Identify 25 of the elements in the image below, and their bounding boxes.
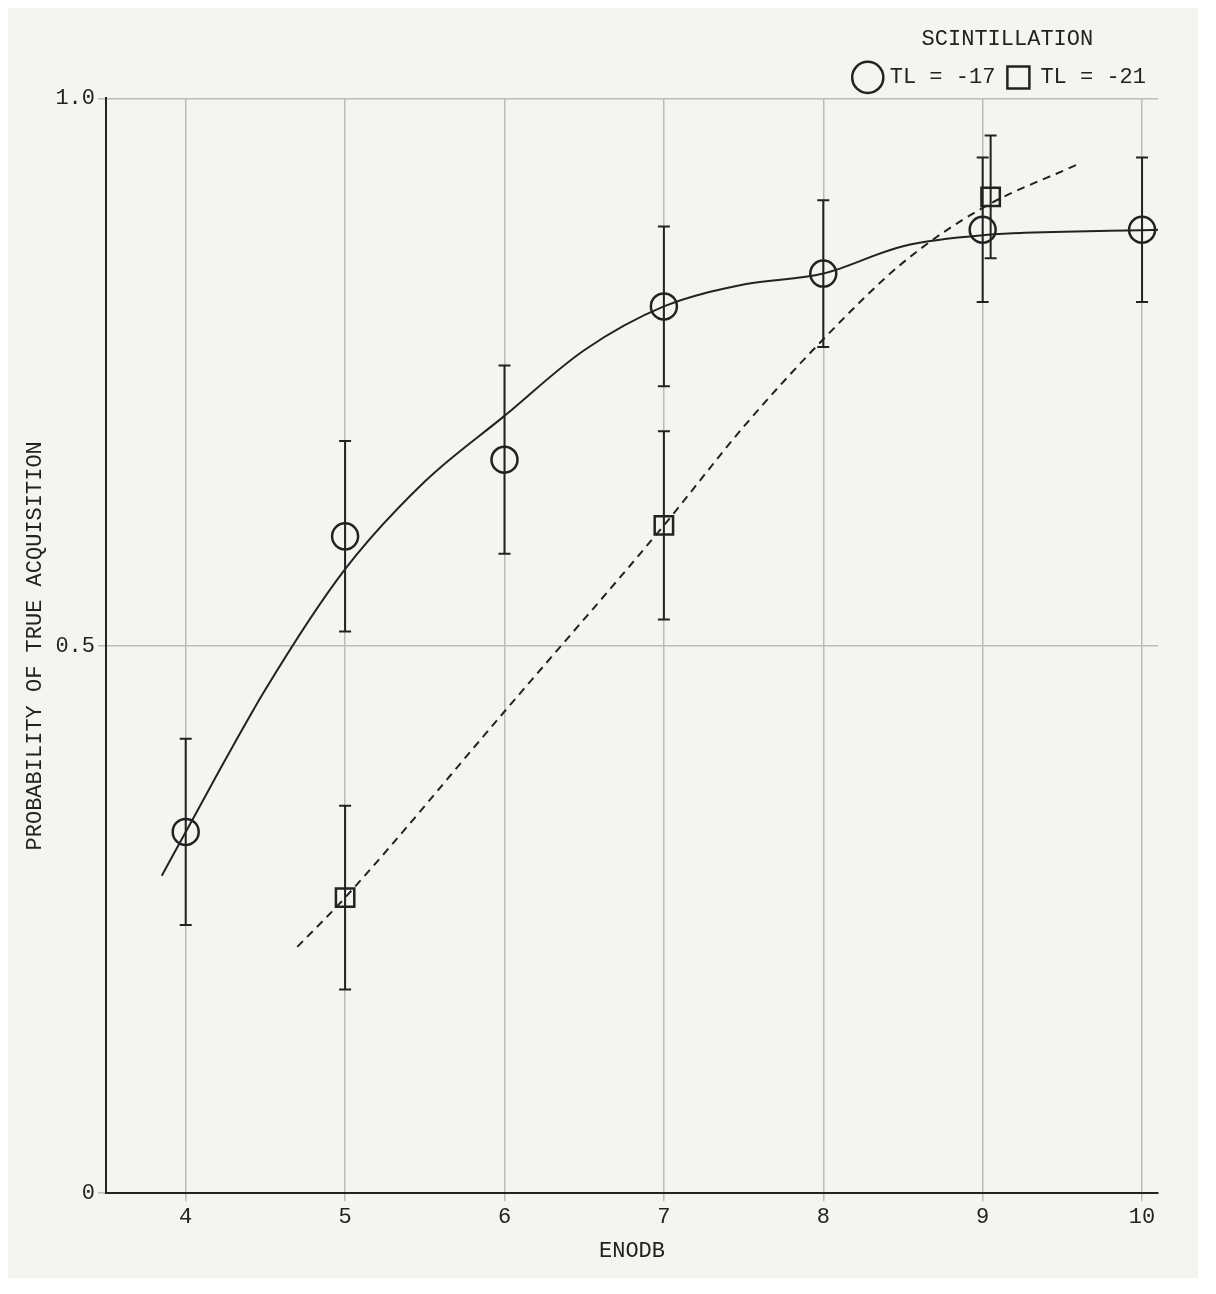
- point: [330, 522, 360, 551]
- point: [490, 445, 519, 474]
- x-tick-label: 8: [816, 1205, 830, 1231]
- y-tick-label: 1.0: [55, 86, 96, 112]
- point: [809, 259, 838, 288]
- x-axis-title: ENODB: [599, 1238, 666, 1264]
- point: [980, 186, 1002, 208]
- legend-label: TL = -17: [889, 65, 996, 91]
- point: [171, 817, 200, 847]
- point: [968, 215, 997, 245]
- x-tick-label: 9: [976, 1205, 990, 1231]
- legend-label: TL = -21: [1040, 65, 1147, 91]
- x-tick-label: 7: [657, 1205, 671, 1231]
- point: [649, 292, 679, 321]
- point: [1127, 215, 1157, 245]
- legend-title: SCINTILLATION: [921, 26, 1094, 52]
- x-tick-label: 6: [497, 1205, 512, 1231]
- y-axis-title: PROBABILITY OF TRUE ACQUISITION: [23, 441, 49, 851]
- point: [653, 514, 675, 536]
- x-tick-label: 5: [338, 1205, 352, 1231]
- y-tick-label: 0.5: [55, 633, 96, 659]
- x-tick-label: 10: [1128, 1205, 1156, 1231]
- y-tick-label: 0: [81, 1181, 96, 1207]
- point: [334, 887, 356, 909]
- x-tick-label: 4: [179, 1205, 193, 1231]
